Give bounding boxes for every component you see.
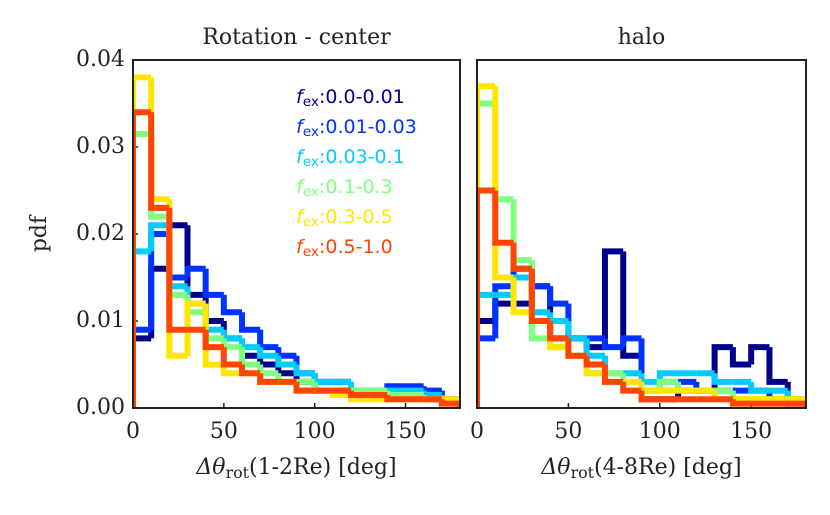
histogram-step — [547, 321, 569, 342]
histogram-step — [420, 386, 442, 394]
x-tick-label: 50 — [210, 419, 238, 444]
legend-entry: fex:0.3-0.5 — [296, 206, 393, 231]
histogram-step — [477, 100, 496, 408]
histogram-step — [184, 300, 206, 356]
histogram-step — [492, 86, 514, 281]
histogram-step — [620, 251, 642, 359]
x-tick-label: 100 — [294, 419, 336, 444]
histogram-step — [275, 347, 297, 359]
histogram-step — [220, 347, 242, 368]
histogram-step — [438, 399, 460, 407]
x-axis-label: Δθrot(4-8Re) [deg] — [540, 455, 741, 482]
plot-area — [133, 74, 460, 408]
histogram-step — [638, 390, 660, 403]
histogram-step — [547, 286, 569, 307]
y-tick-label: 0.00 — [76, 395, 125, 420]
histogram-step — [510, 242, 532, 272]
histogram-step — [601, 248, 624, 348]
histogram-step — [477, 318, 496, 408]
legend-entry: fex:0.03-0.1 — [296, 146, 405, 171]
y-tick-label: 0.03 — [76, 134, 125, 159]
histogram-step — [384, 394, 406, 403]
panel-title: halo — [618, 25, 666, 50]
histogram-step — [565, 321, 587, 342]
x-tick-label: 0 — [126, 419, 140, 444]
histogram-step — [492, 283, 514, 339]
axes-frame — [476, 59, 807, 409]
legend-entry: fex:0.1-0.3 — [296, 176, 393, 201]
histogram-step — [257, 347, 279, 359]
histogram-step — [492, 190, 514, 246]
histogram-step — [748, 381, 770, 394]
histogram-step — [257, 329, 279, 351]
histogram-step — [311, 373, 333, 385]
histogram-step — [293, 381, 315, 394]
x-tick-label: 100 — [639, 419, 681, 444]
histogram-step — [601, 364, 624, 385]
histogram-step — [202, 303, 224, 368]
histogram-step — [239, 312, 261, 333]
histogram-step — [202, 329, 224, 351]
histogram-step — [133, 326, 152, 408]
histogram-step — [477, 83, 496, 408]
histogram-step — [766, 347, 788, 385]
histogram-step — [133, 74, 152, 408]
histogram-step — [729, 347, 752, 368]
histogram-step — [565, 338, 587, 359]
axes-frame — [132, 59, 461, 409]
y-tick-label: 0.02 — [76, 221, 125, 246]
histogram-step — [148, 222, 170, 252]
histogram-step — [620, 335, 642, 348]
x-tick-label: 50 — [554, 419, 582, 444]
x-tick-label: 0 — [470, 419, 484, 444]
x-tick-label: 150 — [730, 419, 772, 444]
legend-entry: fex:0.01-0.03 — [296, 116, 417, 141]
histogram-step — [620, 381, 642, 394]
histogram-step — [133, 335, 152, 408]
histogram-step — [184, 265, 206, 278]
panel-title: Rotation - center — [202, 25, 391, 50]
histogram-step — [202, 268, 224, 298]
histogram-step — [510, 277, 532, 316]
x-tick-label: 150 — [385, 419, 427, 444]
histogram-step — [711, 373, 733, 385]
histogram-step — [477, 187, 496, 408]
y-tick-label: 0.01 — [76, 308, 125, 333]
histogram-step — [239, 364, 261, 377]
histogram-step — [275, 355, 297, 368]
x-axis-label: Δθrot(1-2Re) [deg] — [195, 455, 396, 482]
histogram-step — [148, 112, 170, 211]
histogram-step — [166, 207, 188, 333]
histogram-step — [477, 335, 496, 408]
legend-entry: fex:0.0-0.01 — [296, 86, 405, 111]
legend-entry: fex:0.5-1.0 — [296, 236, 393, 261]
y-tick-label: 0.04 — [76, 47, 125, 72]
y-axis-label: pdf — [27, 214, 52, 252]
histogram-step — [133, 248, 152, 408]
histogram-step — [133, 130, 152, 408]
histogram-step — [257, 373, 279, 385]
plot-area — [477, 83, 806, 408]
histogram-step — [729, 399, 752, 407]
histogram-step — [528, 268, 551, 324]
histogram-step — [477, 291, 496, 408]
histogram-step — [348, 390, 370, 398]
histogram-step — [220, 294, 242, 316]
histogram-step — [133, 109, 152, 408]
histogram-step — [601, 338, 624, 351]
histogram-step — [748, 344, 770, 365]
histogram-step — [293, 364, 315, 377]
histogram-step — [583, 355, 605, 368]
